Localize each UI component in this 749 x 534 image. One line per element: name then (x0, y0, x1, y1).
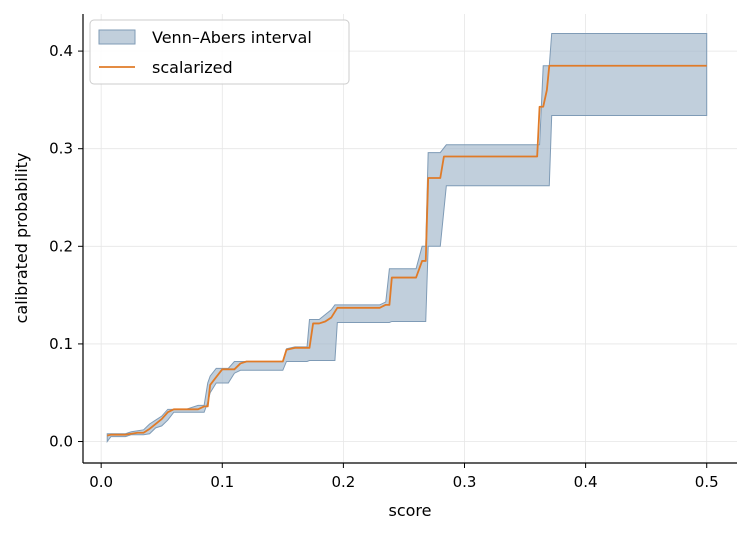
scalarized-line-layer (106, 64, 707, 437)
legend-label-scalarized: scalarized (152, 58, 233, 77)
legend-frame (89, 19, 350, 85)
axes (82, 14, 737, 464)
venn-abers-interval-band (106, 33, 708, 444)
y-axis-label: calibrated probability (12, 153, 31, 324)
x-tick-label: 0.5 (695, 473, 719, 491)
x-axis-label: score (389, 501, 432, 520)
y-tick-label: 0.1 (49, 335, 73, 353)
x-tick-label: 0.3 (453, 473, 477, 491)
y-ticks: 0.0 0.1 0.2 0.3 0.4 (49, 42, 83, 451)
x-tick-label: 0.4 (574, 473, 598, 491)
x-tick-label: 0.0 (89, 473, 113, 491)
interval-band-layer (106, 33, 708, 444)
x-tick-label: 0.1 (210, 473, 234, 491)
legend-swatch-interval (98, 29, 136, 45)
legend-label-interval: Venn–Abers interval (152, 28, 312, 47)
legend: Venn–Abers interval scalarized (89, 19, 350, 85)
x-tick-label: 0.2 (331, 473, 355, 491)
y-tick-label: 0.2 (49, 237, 73, 255)
scalarized-line (106, 64, 707, 437)
y-tick-label: 0.0 (49, 433, 73, 451)
y-tick-label: 0.3 (49, 140, 73, 158)
y-tick-label: 0.4 (49, 42, 73, 60)
x-ticks: 0.0 0.1 0.2 0.3 0.4 0.5 (89, 463, 719, 491)
